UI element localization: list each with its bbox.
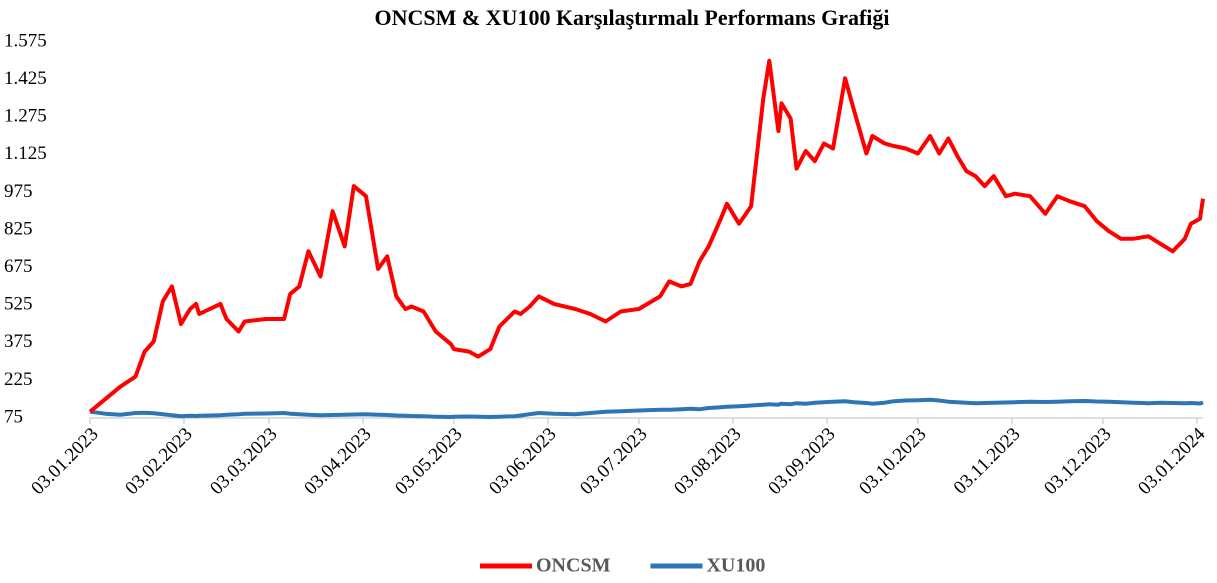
series-line	[89, 397, 1204, 419]
x-tick-label: 03.01.2024	[1134, 423, 1210, 499]
y-tick-label: 375	[4, 331, 33, 352]
x-tick-label: 03.07.2023	[576, 424, 651, 499]
x-tick-label: 03.10.2023	[855, 424, 930, 499]
y-tick-label: 825	[4, 218, 33, 239]
x-tick-label: 03.03.2023	[206, 424, 281, 499]
y-tick-label: 1.575	[4, 30, 47, 51]
y-tick-label: 525	[4, 294, 33, 315]
y-tick-label: 975	[4, 181, 33, 202]
y-tick-label: 225	[4, 369, 33, 390]
x-tick-label: 03.12.2023	[1040, 424, 1115, 499]
x-tick-label: 03.09.2023	[764, 424, 839, 499]
x-tick-label: 03.05.2023	[391, 424, 466, 499]
x-tick-label: 03.08.2023	[670, 424, 745, 499]
x-tick-label: 03.11.2023	[950, 424, 1025, 499]
series-line	[88, 58, 1205, 414]
y-tick-label: 1.275	[4, 106, 47, 127]
y-tick-label: 675	[4, 256, 33, 277]
x-tick-label: 03.02.2023	[121, 424, 196, 499]
x-tick-label: 03.06.2023	[485, 424, 560, 499]
y-tick-label: 1.425	[4, 68, 47, 89]
x-tick-label: 03.04.2023	[300, 424, 375, 499]
y-tick-label: 1.125	[4, 143, 47, 164]
chart-title: ONCSM & XU100 Karşılaştırmalı Performans…	[374, 5, 889, 30]
legend-label: XU100	[706, 555, 765, 577]
legend-label: ONCSM	[536, 555, 611, 577]
y-tick-label: 75	[4, 406, 23, 427]
x-tick-label: 03.01.2023	[27, 424, 102, 499]
